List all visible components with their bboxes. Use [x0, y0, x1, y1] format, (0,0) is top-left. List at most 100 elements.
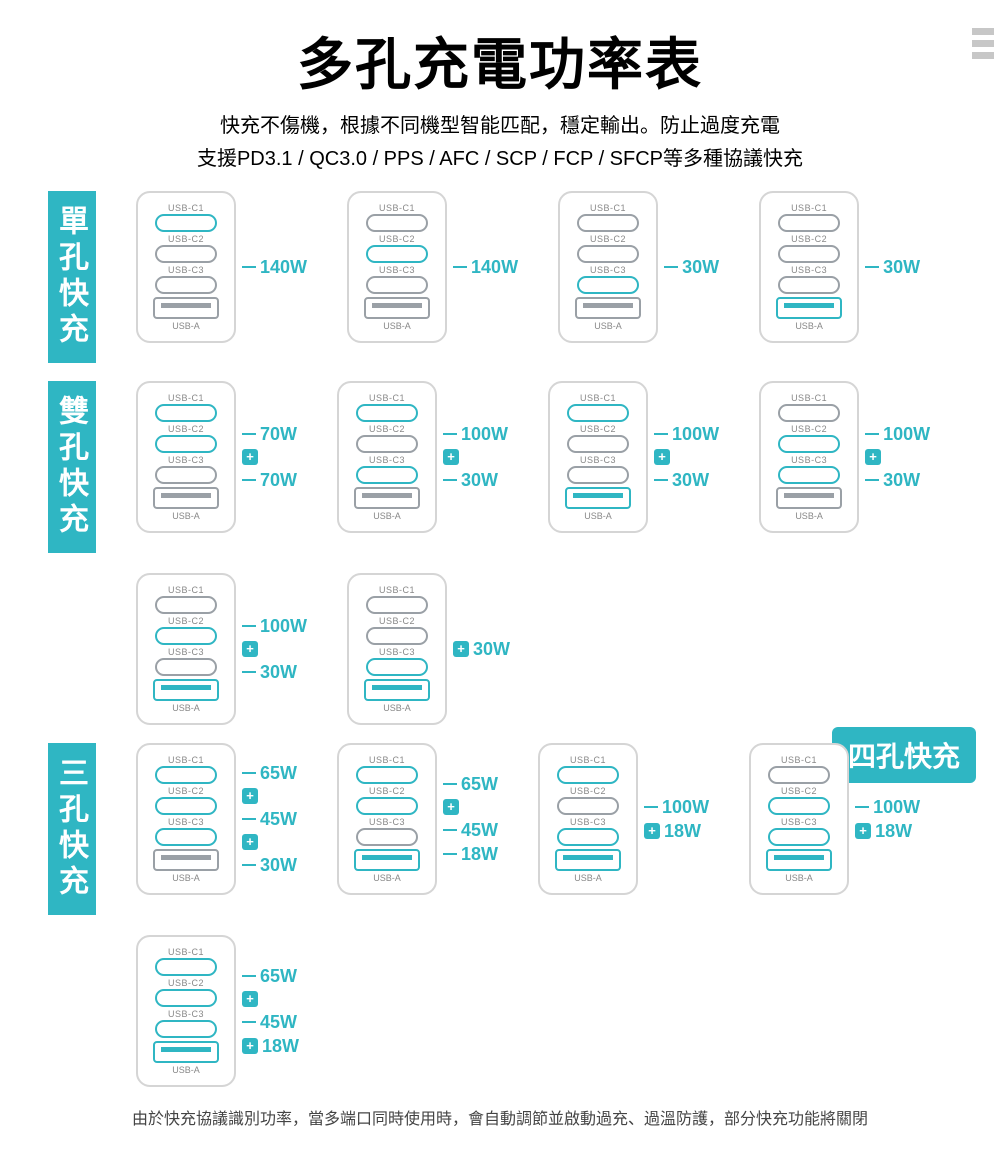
charger-grid: USB-C1USB-C2USB-C3USB-A140WUSB-C1USB-C2U…	[136, 191, 920, 343]
port-label: USB-C1	[148, 393, 224, 403]
power-annotation: +30W	[453, 638, 510, 660]
port-label: USB-A	[570, 321, 646, 331]
usb-c-port	[366, 658, 428, 676]
port-label: USB-A	[771, 321, 847, 331]
usb-a-port	[153, 679, 219, 701]
power-annotation: 100W+30W	[865, 423, 930, 491]
power-value: 45W	[242, 1011, 299, 1033]
charger-body: USB-C1USB-C2USB-C3USB-A	[749, 743, 849, 895]
charger-unit: USB-C1USB-C2USB-C3USB-A 140W	[347, 191, 518, 343]
usb-c-port	[557, 766, 619, 784]
charger-body: USB-C1USB-C2USB-C3USB-A	[347, 191, 447, 343]
usb-c-port	[768, 828, 830, 846]
usb-c-port	[356, 766, 418, 784]
plus-icon: +	[644, 823, 660, 839]
plus-icon: +	[443, 799, 459, 815]
charger-unit: USB-C1USB-C2USB-C3USB-A70W+70W	[136, 381, 297, 533]
port-label: USB-C3	[560, 455, 636, 465]
power-value: +18W	[242, 1035, 299, 1057]
charger-unit: USB-C1USB-C2USB-C3USB-A100W+30W	[759, 381, 930, 533]
usb-c-port	[577, 214, 639, 232]
plus-icon: +	[242, 788, 258, 804]
port-label: USB-C1	[359, 585, 435, 595]
power-value: 100W	[654, 423, 719, 445]
usb-c-port	[356, 797, 418, 815]
usb-c-port	[356, 828, 418, 846]
port-label: USB-C3	[359, 647, 435, 657]
power-value: 100W	[865, 423, 930, 445]
port-label: USB-A	[148, 511, 224, 521]
plus-icon: +	[654, 449, 670, 465]
power-annotation: 70W+70W	[242, 423, 297, 491]
charger-body: USB-C1USB-C2USB-C3USB-A	[136, 935, 236, 1087]
usb-c-port	[778, 466, 840, 484]
charger-body: USB-C1USB-C2USB-C3USB-A	[538, 743, 638, 895]
usb-c-port	[155, 245, 217, 263]
port-label: USB-A	[349, 511, 425, 521]
port-label: USB-A	[148, 321, 224, 331]
usb-a-port	[354, 849, 420, 871]
port-label: USB-C1	[550, 755, 626, 765]
plus-icon: +	[242, 834, 258, 850]
port-label: USB-C2	[148, 978, 224, 988]
usb-c-port	[155, 466, 217, 484]
power-annotation: 140W	[453, 256, 518, 278]
usb-c-port	[155, 658, 217, 676]
section-label: 雙孔快充	[48, 381, 96, 553]
usb-c-port	[778, 276, 840, 294]
power-value: 45W	[242, 808, 297, 830]
plus-icon: +	[242, 641, 258, 657]
port-label: USB-C2	[359, 616, 435, 626]
power-value: 100W	[242, 615, 307, 637]
power-value: 45W	[443, 819, 498, 841]
charger-unit: USB-C1USB-C2USB-C3USB-A30W	[558, 191, 719, 343]
power-annotation: 65W+45W+18W	[242, 965, 299, 1057]
power-value: 100W	[855, 796, 920, 818]
plus-icon: +	[855, 823, 871, 839]
usb-c-port	[155, 828, 217, 846]
plus-icon: +	[443, 449, 459, 465]
usb-c-port	[768, 766, 830, 784]
charger-body: USB-C1USB-C2USB-C3USB-A	[347, 573, 447, 725]
power-value: 65W	[242, 762, 297, 784]
usb-c-port	[155, 627, 217, 645]
charger-body: USB-C1USB-C2USB-C3USB-A	[136, 381, 236, 533]
usb-c-port	[155, 276, 217, 294]
port-label: USB-C3	[570, 265, 646, 275]
usb-c-port	[577, 276, 639, 294]
port-label: USB-A	[761, 873, 837, 883]
port-label: USB-C3	[148, 817, 224, 827]
usb-c-port	[557, 828, 619, 846]
usb-c-port	[557, 797, 619, 815]
port-label: USB-A	[771, 511, 847, 521]
power-value: 65W	[443, 773, 498, 795]
subtitle-2: 支援PD3.1 / QC3.0 / PPS / AFC / SCP / FCP …	[0, 142, 1000, 171]
port-label: USB-C3	[148, 647, 224, 657]
usb-a-port	[766, 849, 832, 871]
section-triple: 三孔快充USB-C1USB-C2USB-C3USB-A65W+45W+30WUS…	[48, 743, 1000, 1087]
port-label: USB-C2	[148, 234, 224, 244]
usb-c-port	[155, 596, 217, 614]
port-label: USB-C1	[349, 755, 425, 765]
usb-c-port	[366, 245, 428, 263]
usb-a-port	[153, 487, 219, 509]
port-label: USB-C1	[148, 585, 224, 595]
power-value: +18W	[644, 820, 709, 842]
port-label: USB-C3	[148, 265, 224, 275]
usb-c-port	[577, 245, 639, 263]
four-port-badge: 四孔快充	[832, 727, 976, 783]
port-label: USB-C2	[550, 786, 626, 796]
usb-a-port	[364, 297, 430, 319]
usb-c-port	[366, 627, 428, 645]
port-label: USB-C1	[560, 393, 636, 403]
plus-icon: +	[242, 1038, 258, 1054]
usb-c-port	[155, 989, 217, 1007]
usb-c-port	[567, 466, 629, 484]
usb-a-port	[153, 849, 219, 871]
port-label: USB-C1	[771, 203, 847, 213]
usb-a-port	[565, 487, 631, 509]
usb-c-port	[356, 466, 418, 484]
charger-unit: USB-C1USB-C2USB-C3USB-A100W+30W	[548, 381, 719, 533]
port-label: USB-C3	[349, 455, 425, 465]
port-label: USB-C3	[148, 455, 224, 465]
